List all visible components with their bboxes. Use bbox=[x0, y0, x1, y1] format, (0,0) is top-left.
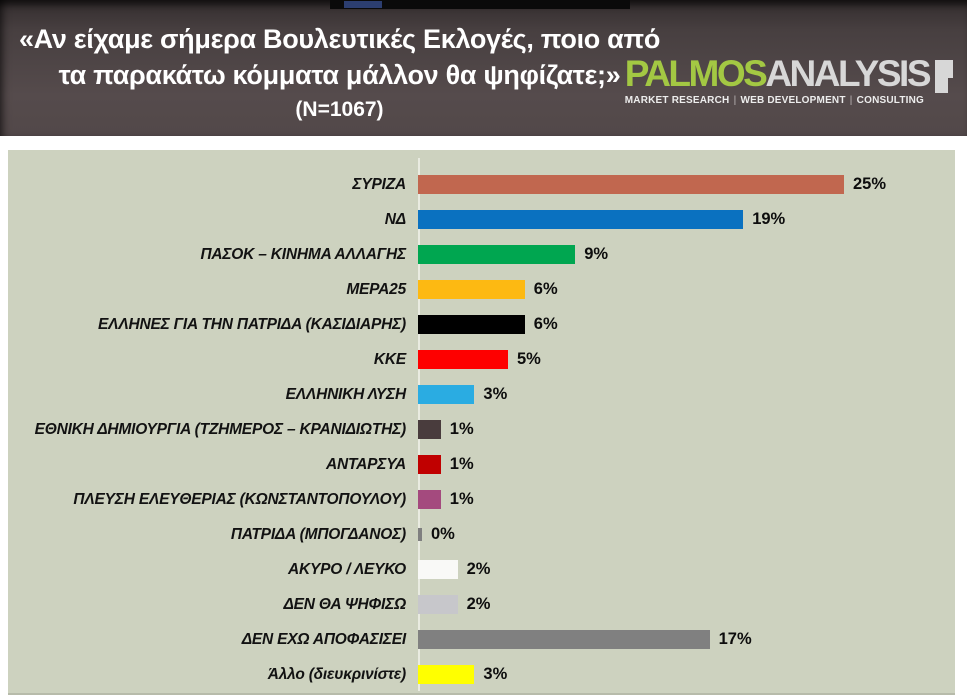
palmos-analysis-logo: PALMOS ANALYSIS MARKET RESEARCH | WEB DEVEL… bbox=[624, 53, 953, 106]
logo-square-p-icon bbox=[935, 60, 953, 93]
value-label: 3% bbox=[483, 665, 508, 683]
party-label: ΑΝΤΑΡΣΥΑ bbox=[326, 455, 406, 473]
window-edge-strip bbox=[330, 0, 630, 9]
chart-rows: ΣΥΡΙΖΑ 25% ΝΔ 19% ΠΑΣΟΚ – ΚΙΝΗΜΑ ΑΛΛΑΓΗΣ 9% ΜΕ… bbox=[8, 167, 955, 692]
party-label: ΕΛΛΗΝΕΣ ΓΙΑ ΤΗΝ ΠΑΤΡΙΔΑ (ΚΑΣΙΔΙΑΡΗΣ) bbox=[98, 315, 406, 333]
chart-row: ΚΚΕ 5% bbox=[8, 342, 955, 377]
chart-row: ΠΑΤΡΙΔΑ (ΜΠΟΓΔΑΝΟΣ) 0% bbox=[8, 517, 955, 552]
value-label: 1% bbox=[449, 420, 474, 438]
chart-row: ΔΕΝ ΕΧΩ ΑΠΟΦΑΣΙΣΕΙ 17% bbox=[8, 622, 955, 657]
logo-tagline: MARKET RESEARCH | WEB DEVELOPMENT | CONSULTI… bbox=[625, 95, 929, 106]
bar bbox=[418, 528, 422, 541]
party-label: Άλλο (διευκρινίστε) bbox=[267, 665, 406, 683]
value-label: 6% bbox=[533, 280, 558, 298]
chart-row: ΠΛΕΥΣΗ ΕΛΕΥΘΕΡΙΑΣ (ΚΩΝΣΤΑΝΤΟΠΟΥΛΟΥ) 1% bbox=[8, 482, 955, 517]
bar-chart-panel: ΣΥΡΙΖΑ 25% ΝΔ 19% ΠΑΣΟΚ – ΚΙΝΗΜΑ ΑΛΛΑΓΗΣ 9% ΜΕ… bbox=[8, 150, 955, 695]
chart-row: ΕΛΛΗΝΙΚΗ ΛΥΣΗ 3% bbox=[8, 377, 955, 412]
party-label: ΕΛΛΗΝΙΚΗ ΛΥΣΗ bbox=[285, 385, 407, 403]
bar bbox=[418, 560, 458, 579]
logo-brand-secondary: ANALYSIS bbox=[765, 53, 931, 94]
bar bbox=[418, 245, 576, 264]
logo-brand-primary: PALMOS bbox=[624, 53, 768, 94]
value-label: 1% bbox=[449, 455, 474, 473]
bar bbox=[418, 630, 710, 649]
title-line-2: τα παρακάτω κόμματα μάλλον θα ψηφίζατε;» bbox=[58, 60, 621, 90]
bar bbox=[418, 210, 744, 229]
tagline-market-research: MARKET RESEARCH bbox=[624, 95, 730, 106]
value-label: 5% bbox=[517, 350, 541, 368]
value-label: 1% bbox=[449, 490, 474, 508]
party-label: ΑΚΥΡΟ / ΛΕΥΚΟ bbox=[287, 560, 406, 578]
poll-question-title: «Αν είχαμε σήμερα Βουλευτικές Εκλογές, π… bbox=[12, 21, 667, 125]
tagline-consulting: CONSULTING bbox=[856, 95, 925, 106]
tagline-web-development: WEB DEVELOPMENT bbox=[740, 95, 846, 106]
value-label: 25% bbox=[853, 175, 887, 193]
party-label: ΔΕΝ ΕΧΩ ΑΠΟΦΑΣΙΣΕΙ bbox=[241, 630, 406, 648]
chart-row: ΝΔ 19% bbox=[8, 202, 955, 237]
logo-text: PALMOS ANALYSIS MARKET RESEARCH | WEB DEVEL… bbox=[624, 53, 932, 106]
bar bbox=[418, 350, 508, 369]
chart-row: ΕΛΛΗΝΕΣ ΓΙΑ ΤΗΝ ΠΑΤΡΙΔΑ (ΚΑΣΙΔΙΑΡΗΣ) 6% bbox=[8, 307, 955, 342]
tagline-separator: | bbox=[849, 95, 853, 106]
value-label: 2% bbox=[466, 595, 491, 613]
bar bbox=[418, 385, 475, 404]
bar bbox=[418, 420, 441, 439]
value-label: 19% bbox=[752, 210, 786, 228]
slide-header: «Αν είχαμε σήμερα Βουλευτικές Εκλογές, π… bbox=[0, 0, 967, 136]
party-label: ΜΕΡΑ25 bbox=[346, 280, 406, 298]
value-label: 6% bbox=[533, 315, 558, 333]
party-label: ΚΚΕ bbox=[373, 350, 406, 368]
party-label: ΔΕΝ ΘΑ ΨΗΦΙΣΩ bbox=[283, 595, 406, 613]
window-edge-accent bbox=[344, 1, 382, 8]
value-label: 3% bbox=[483, 385, 508, 403]
bar bbox=[418, 490, 441, 509]
chart-row: ΠΑΣΟΚ – ΚΙΝΗΜΑ ΑΛΛΑΓΗΣ 9% bbox=[8, 237, 955, 272]
value-label: 17% bbox=[718, 630, 752, 648]
value-label: 0% bbox=[431, 525, 455, 543]
value-label: 2% bbox=[466, 560, 491, 578]
party-label: ΝΔ bbox=[384, 210, 406, 228]
party-label: ΣΥΡΙΖΑ bbox=[352, 175, 406, 193]
bar bbox=[418, 315, 525, 334]
bar bbox=[418, 175, 844, 194]
party-label: ΠΛΕΥΣΗ ΕΛΕΥΘΕΡΙΑΣ (ΚΩΝΣΤΑΝΤΟΠΟΥΛΟΥ) bbox=[73, 490, 406, 508]
chart-row: Άλλο (διευκρινίστε) 3% bbox=[8, 657, 955, 692]
chart-row: ΑΝΤΑΡΣΥΑ 1% bbox=[8, 447, 955, 482]
bar bbox=[418, 280, 525, 299]
tagline-separator: | bbox=[733, 95, 737, 106]
title-line-1: «Αν είχαμε σήμερα Βουλευτικές Εκλογές, π… bbox=[18, 24, 661, 54]
party-label: ΕΘΝΙΚΗ ΔΗΜΙΟΥΡΓΙΑ (ΤΖΗΜΕΡΟΣ – ΚΡΑΝΙΔΙΩΤΗ… bbox=[34, 420, 407, 438]
bar bbox=[418, 665, 475, 684]
value-label: 9% bbox=[584, 245, 609, 263]
chart-row: ΑΚΥΡΟ / ΛΕΥΚΟ 2% bbox=[8, 552, 955, 587]
logo-brand-line: PALMOS ANALYSIS bbox=[624, 53, 932, 94]
chart-row: ΣΥΡΙΖΑ 25% bbox=[8, 167, 955, 202]
bar bbox=[418, 595, 458, 614]
chart-row: ΕΘΝΙΚΗ ΔΗΜΙΟΥΡΓΙΑ (ΤΖΗΜΕΡΟΣ – ΚΡΑΝΙΔΙΩΤΗ… bbox=[8, 412, 955, 447]
party-label: ΠΑΣΟΚ – ΚΙΝΗΜΑ ΑΛΛΑΓΗΣ bbox=[200, 245, 406, 263]
bar bbox=[418, 455, 441, 474]
party-label: ΠΑΤΡΙΔΑ (ΜΠΟΓΔΑΝΟΣ) bbox=[230, 525, 406, 543]
chart-row: ΜΕΡΑ25 6% bbox=[8, 272, 955, 307]
chart-row: ΔΕΝ ΘΑ ΨΗΦΙΣΩ 2% bbox=[8, 587, 955, 622]
sample-size: (N=1067) bbox=[295, 98, 384, 121]
